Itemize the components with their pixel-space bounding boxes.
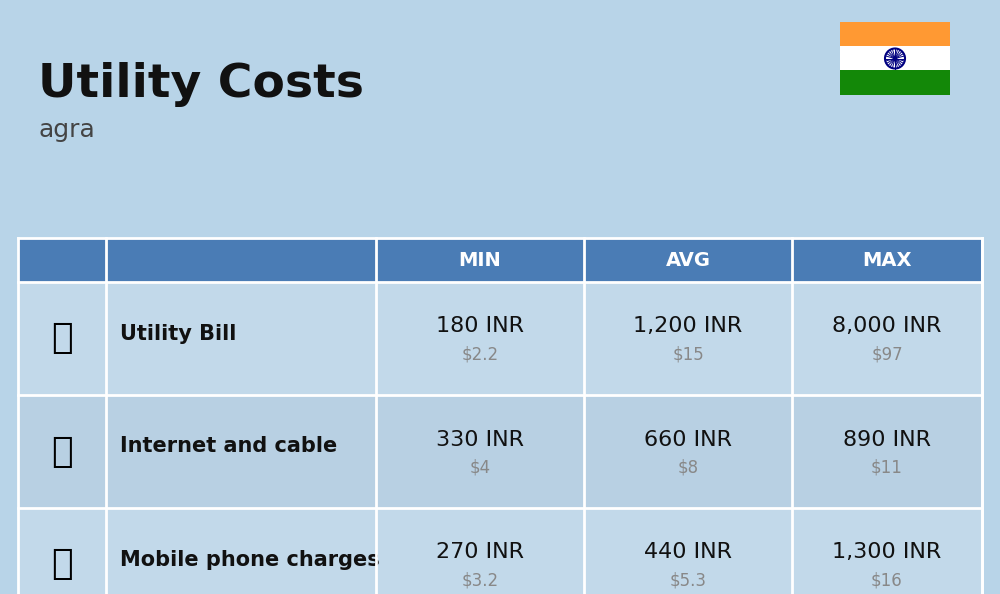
Text: AVG: AVG <box>666 251 710 270</box>
Bar <box>840 70 950 95</box>
Text: 180 INR: 180 INR <box>436 317 524 336</box>
Bar <box>18 238 982 282</box>
Text: MIN: MIN <box>459 251 501 270</box>
Text: 330 INR: 330 INR <box>436 429 524 450</box>
Text: $8: $8 <box>677 459 699 476</box>
Text: $97: $97 <box>871 346 903 364</box>
Text: 1,200 INR: 1,200 INR <box>633 317 743 336</box>
Text: $16: $16 <box>871 571 903 589</box>
Text: $5.3: $5.3 <box>670 571 706 589</box>
Text: $15: $15 <box>672 346 704 364</box>
Text: 📱: 📱 <box>51 548 73 582</box>
Text: Utility Costs: Utility Costs <box>38 62 364 107</box>
Text: 1,300 INR: 1,300 INR <box>832 542 942 563</box>
Text: $3.2: $3.2 <box>461 571 499 589</box>
Text: 270 INR: 270 INR <box>436 542 524 563</box>
Text: 440 INR: 440 INR <box>644 542 732 563</box>
Text: MAX: MAX <box>862 251 912 270</box>
Text: $11: $11 <box>871 459 903 476</box>
Text: agra: agra <box>38 118 95 142</box>
Bar <box>840 22 950 46</box>
Text: Utility Bill: Utility Bill <box>120 324 236 343</box>
Text: $2.2: $2.2 <box>461 346 499 364</box>
Text: $4: $4 <box>469 459 491 476</box>
Text: Mobile phone charges: Mobile phone charges <box>120 549 380 570</box>
Text: 890 INR: 890 INR <box>843 429 931 450</box>
Text: Internet and cable: Internet and cable <box>120 437 337 457</box>
Bar <box>18 282 982 395</box>
Circle shape <box>894 57 896 60</box>
Text: 🔌: 🔌 <box>51 321 73 355</box>
Text: 660 INR: 660 INR <box>644 429 732 450</box>
Bar <box>840 46 950 70</box>
Text: 📡: 📡 <box>51 434 73 469</box>
Bar <box>18 395 982 508</box>
Text: 8,000 INR: 8,000 INR <box>832 317 942 336</box>
Bar <box>18 508 982 594</box>
